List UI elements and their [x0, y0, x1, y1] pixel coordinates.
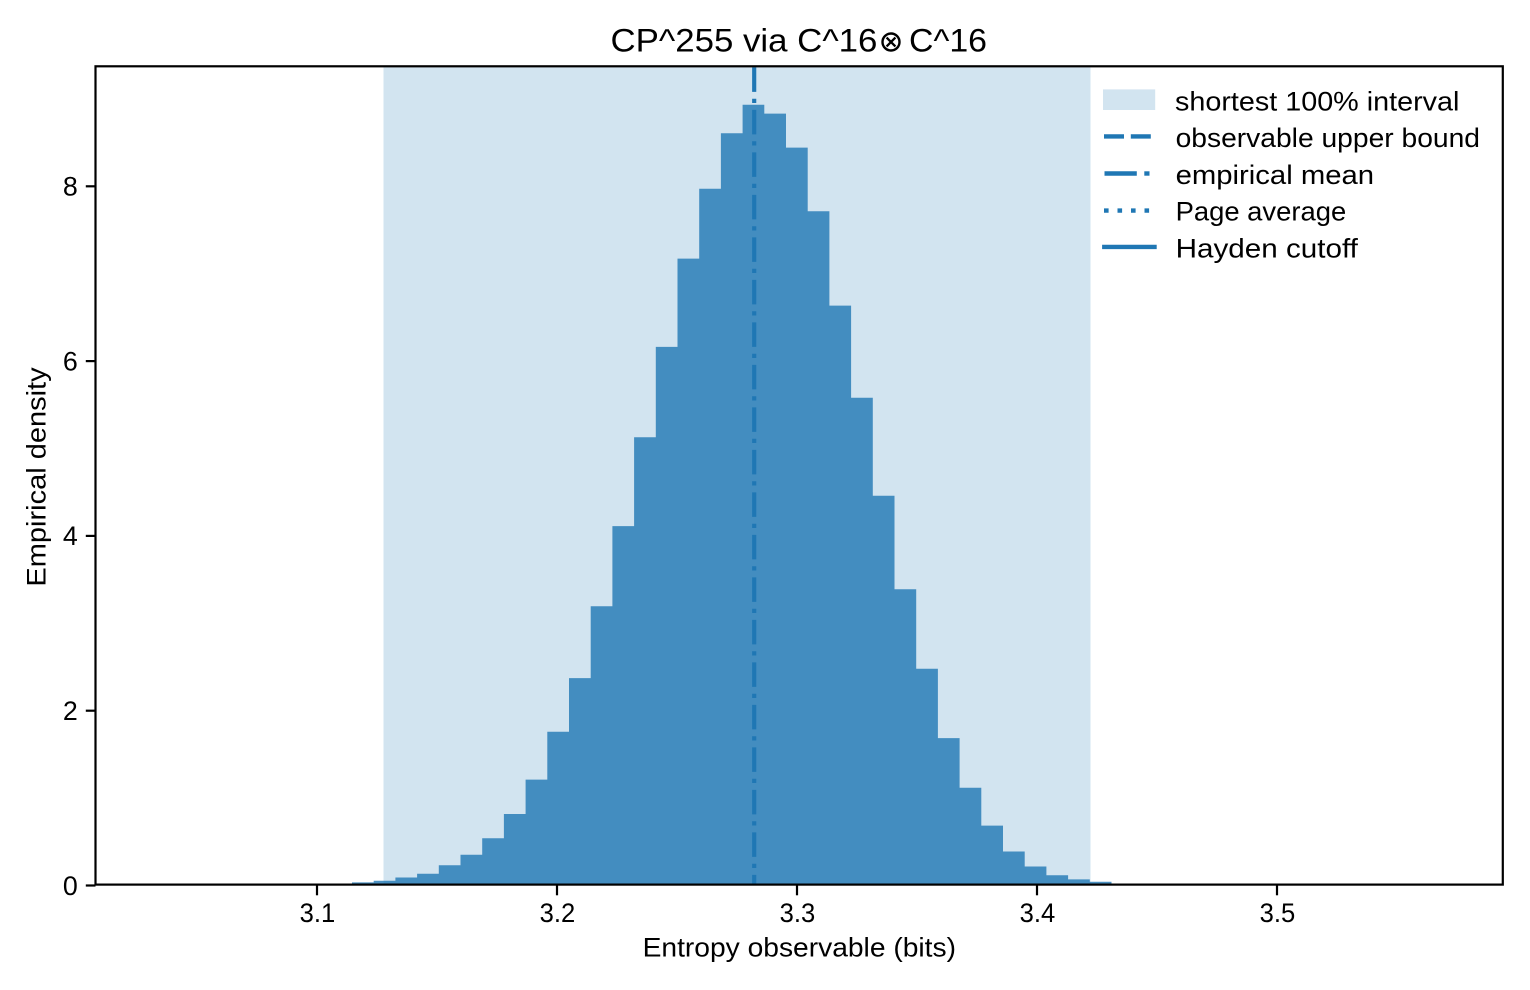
svg-text:Page average: Page average [1176, 197, 1347, 227]
svg-text:8: 8 [63, 172, 78, 202]
svg-text:4: 4 [63, 521, 78, 551]
svg-text:2: 2 [63, 696, 78, 726]
svg-text:observable upper bound: observable upper bound [1176, 123, 1480, 153]
svg-text:3.1: 3.1 [300, 898, 336, 928]
svg-text:Entropy observable (bits): Entropy observable (bits) [643, 931, 956, 962]
svg-text:Hayden cutoff: Hayden cutoff [1176, 234, 1359, 264]
svg-text:empirical mean: empirical mean [1176, 160, 1375, 190]
svg-text:3.5: 3.5 [1260, 898, 1296, 928]
svg-text:C^16: C^16 [909, 23, 987, 59]
svg-text:3.2: 3.2 [540, 898, 576, 928]
svg-text:3.3: 3.3 [780, 898, 816, 928]
svg-text:shortest 100% interval: shortest 100% interval [1175, 86, 1459, 116]
svg-text:CP^255 via C^16: CP^255 via C^16 [611, 23, 878, 59]
svg-text:6: 6 [63, 346, 78, 376]
svg-text:Empirical density: Empirical density [21, 367, 51, 587]
svg-text:3.4: 3.4 [1020, 898, 1056, 928]
svg-text:0: 0 [63, 871, 78, 901]
